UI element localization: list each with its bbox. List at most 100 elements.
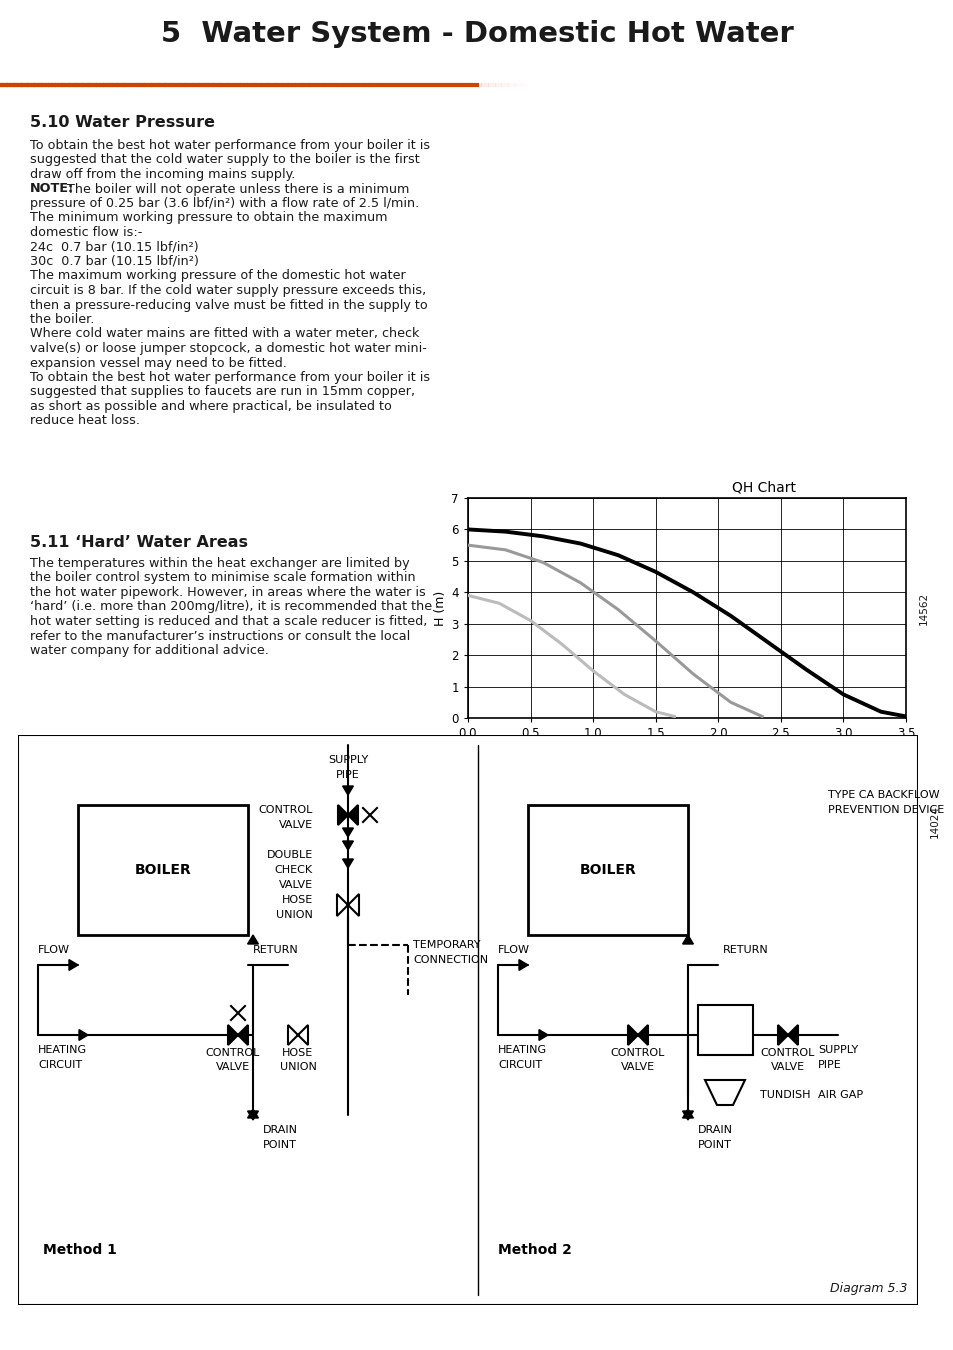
Polygon shape [778, 1025, 797, 1045]
Text: HOSE: HOSE [281, 895, 313, 905]
Text: UNION: UNION [275, 910, 313, 919]
Bar [527, 805, 687, 936]
Text: 5.11 ‘Hard’ Water Areas: 5.11 ‘Hard’ Water Areas [30, 535, 248, 549]
Text: suggested that the cold water supply to the boiler is the first: suggested that the cold water supply to … [30, 154, 419, 166]
Text: POINT: POINT [263, 1139, 296, 1150]
Text: DOUBLE: DOUBLE [267, 850, 313, 860]
Text: NOTE:: NOTE: [30, 182, 74, 196]
Text: Method 1: Method 1 [43, 1243, 117, 1257]
Text: 24c  0.7 bar (10.15 lbf/in²): 24c 0.7 bar (10.15 lbf/in²) [30, 240, 198, 254]
Text: HEATING: HEATING [497, 1045, 547, 1054]
Text: PIPE: PIPE [817, 1060, 841, 1071]
Text: UNION: UNION [279, 1062, 316, 1072]
Text: The minimum working pressure to obtain the maximum: The minimum working pressure to obtain t… [30, 212, 387, 224]
Text: TYPE CA BACKFLOW: TYPE CA BACKFLOW [827, 790, 939, 801]
Text: RETURN: RETURN [253, 945, 298, 954]
Y-axis label: H (m): H (m) [434, 590, 447, 625]
Text: 5.10 Water Pressure: 5.10 Water Pressure [30, 115, 214, 130]
Text: BOILER: BOILER [134, 863, 192, 878]
Polygon shape [69, 960, 78, 971]
Text: POINT: POINT [698, 1139, 731, 1150]
Text: 15: 15 [895, 1322, 923, 1341]
Text: VALVE: VALVE [278, 880, 313, 890]
Text: CONNECTION: CONNECTION [413, 954, 488, 965]
Text: reduce heat loss.: reduce heat loss. [30, 414, 140, 428]
Text: PIPE: PIPE [335, 769, 359, 780]
Text: the boiler.: the boiler. [30, 313, 94, 325]
Polygon shape [342, 859, 353, 868]
Polygon shape [682, 1111, 693, 1120]
Text: the boiler control system to minimise scale formation within: the boiler control system to minimise sc… [30, 571, 416, 585]
Text: TEMPORARY: TEMPORARY [413, 940, 480, 950]
Text: CHECK: CHECK [274, 865, 313, 875]
Text: DRAIN: DRAIN [263, 1125, 297, 1135]
Text: BOILER: BOILER [579, 863, 636, 878]
Text: 30c  0.7 bar (10.15 lbf/in²): 30c 0.7 bar (10.15 lbf/in²) [30, 255, 198, 269]
Text: CONTROL: CONTROL [610, 1048, 664, 1058]
Text: Diagram 5.2: Diagram 5.2 [827, 767, 905, 779]
Text: ‘hard’ (i.e. more than 200mg/litre), it is recommended that the: ‘hard’ (i.e. more than 200mg/litre), it … [30, 601, 432, 613]
Text: FLOW: FLOW [38, 945, 70, 954]
Polygon shape [248, 936, 258, 944]
Text: suggested that supplies to faucets are run in 15mm copper,: suggested that supplies to faucets are r… [30, 386, 415, 398]
Text: To obtain the best hot water performance from your boiler it is: To obtain the best hot water performance… [30, 139, 430, 153]
Text: VALVE: VALVE [278, 819, 313, 830]
Text: valve(s) or loose jumper stopcock, a domestic hot water mini-: valve(s) or loose jumper stopcock, a dom… [30, 342, 426, 355]
Text: water company for additional advice.: water company for additional advice. [30, 644, 269, 657]
Text: VALVE: VALVE [215, 1062, 250, 1072]
Text: SUPPLY: SUPPLY [817, 1045, 858, 1054]
Polygon shape [682, 936, 693, 944]
Polygon shape [518, 960, 527, 971]
Text: HOSE: HOSE [282, 1048, 314, 1058]
Polygon shape [704, 1080, 744, 1106]
Text: expansion vessel may need to be fitted.: expansion vessel may need to be fitted. [30, 356, 287, 370]
Text: VALVE: VALVE [620, 1062, 655, 1072]
Text: PREVENTION DEVICE: PREVENTION DEVICE [827, 805, 943, 815]
Text: AIR GAP: AIR GAP [817, 1089, 862, 1100]
Bar [698, 1004, 752, 1054]
Bar [78, 805, 248, 936]
Text: Diagram 5.3: Diagram 5.3 [830, 1282, 907, 1295]
Text: VALVE: VALVE [770, 1062, 804, 1072]
Text: domestic flow is:-: domestic flow is:- [30, 225, 142, 239]
Text: Method 2: Method 2 [497, 1243, 571, 1257]
Polygon shape [228, 1025, 248, 1045]
Text: then a pressure-reducing valve must be fitted in the supply to: then a pressure-reducing valve must be f… [30, 298, 427, 312]
Text: HEATING: HEATING [38, 1045, 87, 1054]
Polygon shape [682, 1108, 693, 1118]
Text: hot water setting is reduced and that a scale reducer is fitted,: hot water setting is reduced and that a … [30, 616, 427, 628]
Text: 14562: 14562 [918, 591, 927, 625]
Polygon shape [336, 894, 358, 917]
Polygon shape [288, 1025, 308, 1045]
Text: The temperatures within the heat exchanger are limited by: The temperatures within the heat exchang… [30, 558, 409, 570]
Text: CIRCUIT: CIRCUIT [497, 1060, 541, 1071]
Text: CONTROL: CONTROL [206, 1048, 260, 1058]
Text: pressure of 0.25 bar (3.6 lbf/in²) with a flow rate of 2.5 l/min.: pressure of 0.25 bar (3.6 lbf/in²) with … [30, 197, 418, 211]
Text: CONTROL: CONTROL [760, 1048, 814, 1058]
Text: TUNDISH: TUNDISH [760, 1089, 810, 1100]
Text: as short as possible and where practical, be insulated to: as short as possible and where practical… [30, 400, 392, 413]
Text: refer to the manufacturer’s instructions or consult the local: refer to the manufacturer’s instructions… [30, 629, 410, 643]
Polygon shape [248, 1108, 258, 1118]
Text: RETURN: RETURN [722, 945, 768, 954]
Text: The boiler will not operate unless there is a minimum: The boiler will not operate unless there… [63, 182, 409, 196]
Text: FLOW: FLOW [497, 945, 530, 954]
Polygon shape [342, 786, 353, 795]
Text: DRAIN: DRAIN [698, 1125, 732, 1135]
Text: 5  Water System - Domestic Hot Water: 5 Water System - Domestic Hot Water [160, 20, 793, 49]
Text: the hot water pipework. However, in areas where the water is: the hot water pipework. However, in area… [30, 586, 425, 599]
Polygon shape [627, 1025, 647, 1045]
X-axis label: Q (m³/h): Q (m³/h) [659, 744, 713, 757]
Text: To obtain the best hot water performance from your boiler it is: To obtain the best hot water performance… [30, 371, 430, 383]
Polygon shape [342, 841, 353, 850]
Text: QH Chart: QH Chart [732, 481, 796, 494]
Text: 14024: 14024 [929, 805, 939, 838]
Text: circuit is 8 bar. If the cold water supply pressure exceeds this,: circuit is 8 bar. If the cold water supp… [30, 284, 426, 297]
Polygon shape [248, 1111, 258, 1120]
Text: draw off from the incoming mains supply.: draw off from the incoming mains supply. [30, 167, 295, 181]
Text: Where cold water mains are fitted with a water meter, check: Where cold water mains are fitted with a… [30, 328, 419, 340]
Polygon shape [337, 805, 357, 825]
Text: CIRCUIT: CIRCUIT [38, 1060, 82, 1071]
Polygon shape [79, 1030, 88, 1041]
Polygon shape [538, 1030, 547, 1041]
